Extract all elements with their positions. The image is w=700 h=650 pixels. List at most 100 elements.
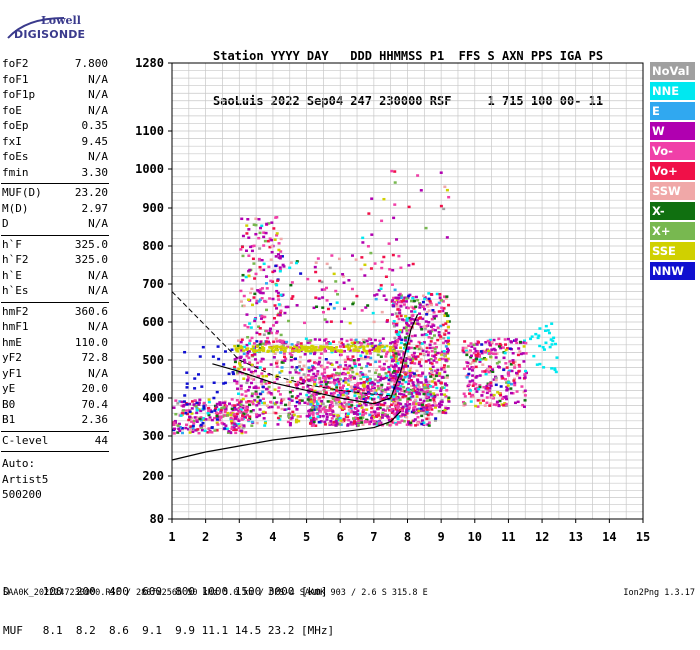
echo-point [442, 368, 446, 371]
echo-point [312, 352, 316, 356]
echo-point [413, 390, 417, 394]
echo-point [330, 350, 334, 354]
echo-point [337, 257, 341, 261]
echo-point [366, 345, 370, 348]
echo-point [416, 421, 420, 425]
echo-point [446, 320, 450, 323]
echo-point [364, 355, 368, 359]
echo-point [233, 358, 237, 361]
legend-item: SSE [650, 242, 695, 260]
echo-point [359, 392, 363, 395]
echo-point [233, 406, 237, 410]
echo-point [334, 350, 338, 353]
echo-point [466, 374, 470, 377]
echo-point [359, 416, 363, 420]
echo-point [311, 364, 315, 368]
echo-point [446, 339, 450, 343]
echo-point [290, 349, 294, 353]
echo-point [294, 383, 298, 386]
footer-file-info: SAA0K_2022247230000.RSF / 280fx256h 50 k… [3, 588, 428, 598]
echo-point [394, 344, 398, 347]
echo-point [372, 320, 376, 324]
echo-point [235, 372, 239, 376]
param-value: 23.20 [74, 186, 108, 199]
echo-point [211, 355, 215, 358]
echo-point [378, 378, 382, 382]
param-value: 20.0 [81, 382, 109, 395]
echo-point [367, 369, 371, 373]
echo-point [423, 383, 427, 387]
param-row: hmF2 360.6 [1, 305, 111, 321]
echo-point [432, 377, 436, 381]
echo-point [403, 376, 407, 379]
echo-point [239, 248, 243, 251]
echo-point [417, 347, 421, 351]
echo-point [441, 411, 445, 414]
echo-point [471, 384, 475, 387]
echo-point [346, 413, 350, 417]
echo-point [392, 319, 396, 323]
echo-point [252, 223, 256, 227]
echo-point [292, 345, 296, 348]
echo-point [282, 343, 286, 347]
echo-point [347, 379, 351, 382]
echo-point [276, 416, 280, 420]
echo-point [538, 327, 542, 330]
echo-point [393, 394, 397, 398]
echo-point [275, 215, 279, 219]
echo-point [327, 376, 331, 380]
echo-point [335, 371, 339, 375]
echo-point [275, 340, 279, 343]
echo-point [343, 390, 347, 394]
echo-point [426, 305, 430, 308]
echo-point [312, 395, 316, 399]
echo-point [405, 423, 409, 426]
echo-point [385, 344, 389, 348]
echo-point [416, 322, 420, 325]
echo-point [198, 398, 202, 402]
echo-point [490, 340, 494, 344]
echo-point [394, 330, 398, 334]
echo-point [346, 412, 350, 415]
echo-point [463, 340, 467, 343]
echo-point [407, 422, 411, 426]
echo-point [237, 339, 241, 342]
echo-point [355, 397, 359, 400]
echo-point [248, 322, 252, 325]
echo-point [345, 394, 349, 398]
echo-point [187, 409, 191, 412]
echo-point [442, 364, 446, 367]
echo-point [283, 350, 287, 353]
echo-point [260, 372, 264, 375]
echo-point [421, 409, 425, 412]
echo-point [224, 424, 228, 427]
echo-point [399, 296, 403, 300]
echo-point [346, 396, 350, 400]
echo-point [404, 394, 408, 398]
echo-point [272, 350, 276, 353]
echo-point [498, 392, 502, 396]
echo-point [323, 410, 327, 414]
echo-point [266, 336, 270, 340]
echo-point [259, 226, 263, 230]
echo-point [260, 345, 264, 349]
echo-point [515, 390, 519, 393]
echo-point [555, 356, 559, 359]
echo-point [421, 300, 425, 304]
echo-point [349, 406, 353, 410]
echo-point [395, 298, 399, 302]
echo-point [172, 432, 176, 435]
echo-point [280, 361, 284, 364]
echo-point [379, 375, 383, 378]
echo-point [198, 355, 202, 358]
echo-point [294, 349, 298, 352]
echo-point [295, 261, 299, 265]
echo-point [370, 411, 374, 414]
echo-point [398, 388, 402, 391]
echo-point [356, 381, 360, 385]
echo-point [394, 296, 398, 300]
echo-point [440, 306, 444, 309]
echo-point [189, 425, 193, 428]
echo-point [187, 418, 191, 422]
echo-point [411, 389, 415, 392]
